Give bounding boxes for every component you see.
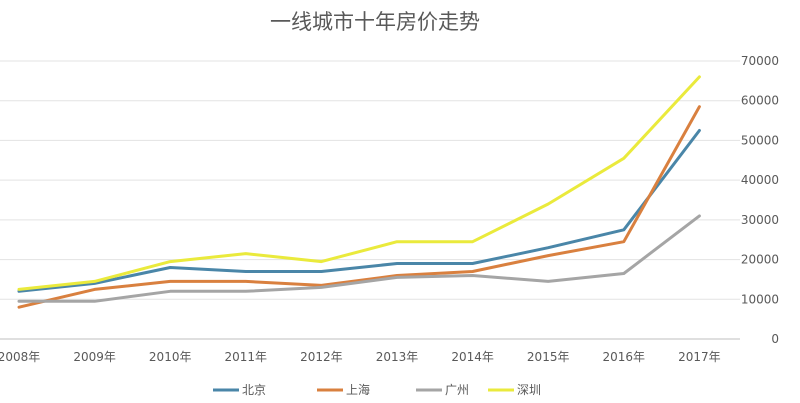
y-tick-label: 50000 [741,133,779,147]
x-tick-label: 2009年 [73,350,116,364]
series-line [17,105,701,309]
series-lines [17,75,701,309]
x-axis-ticks: 2008年 2009年 2010年 2011年 2012年 2013年 2014年 2015年… [0,350,721,364]
x-tick-label: 2016年 [603,350,646,364]
x-tick-label: 2010年 [149,350,192,364]
y-tick-label: 30000 [741,213,779,227]
series-line [17,75,701,291]
legend-label: 深圳 [517,383,541,397]
x-tick-label: 2012年 [300,350,343,364]
y-tick-label: 10000 [741,292,779,306]
legend-label: 广州 [445,383,469,397]
y-axis-ticks: 0 10000 20000 30000 40000 50000 60000 70000 [741,54,779,346]
y-tick-label: 70000 [741,54,779,68]
x-tick-label: 2014年 [451,350,494,364]
legend-label: 上海 [346,382,370,397]
series-line [17,129,701,293]
x-tick-label: 2013年 [376,350,419,364]
legend-label: 北京 [242,383,266,397]
gridlines [0,60,740,340]
y-tick-label: 20000 [741,253,779,267]
x-tick-label: 2017年 [678,350,721,364]
x-tick-label: 2008年 [0,350,40,364]
y-tick-label: 60000 [741,94,779,108]
x-tick-label: 2015年 [527,350,570,364]
chart-title: 一线城市十年房价走势 [270,10,480,34]
y-tick-label: 40000 [741,173,779,187]
x-tick-label: 2011年 [225,350,268,364]
y-tick-label: 0 [771,332,779,346]
legend: 北京 上海 广州 深圳 [213,382,541,397]
series-line [17,214,701,303]
